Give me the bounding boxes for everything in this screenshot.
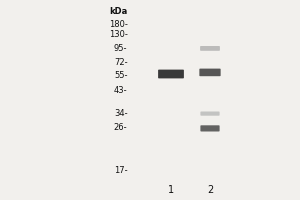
- FancyBboxPatch shape: [158, 70, 184, 78]
- Text: 34-: 34-: [114, 110, 128, 118]
- Text: 55-: 55-: [114, 71, 128, 80]
- Text: 95-: 95-: [114, 44, 128, 53]
- FancyBboxPatch shape: [200, 112, 220, 116]
- FancyBboxPatch shape: [200, 125, 220, 132]
- Text: 2: 2: [207, 185, 213, 195]
- Text: 17-: 17-: [114, 166, 128, 175]
- Text: 26-: 26-: [114, 123, 128, 132]
- FancyBboxPatch shape: [199, 69, 221, 76]
- Text: kDa: kDa: [109, 7, 128, 17]
- Text: 130-: 130-: [109, 30, 128, 39]
- Text: 180-: 180-: [109, 20, 128, 29]
- Text: 72-: 72-: [114, 58, 128, 67]
- Text: 43-: 43-: [114, 86, 128, 95]
- FancyBboxPatch shape: [200, 46, 220, 51]
- Text: 1: 1: [168, 185, 174, 195]
